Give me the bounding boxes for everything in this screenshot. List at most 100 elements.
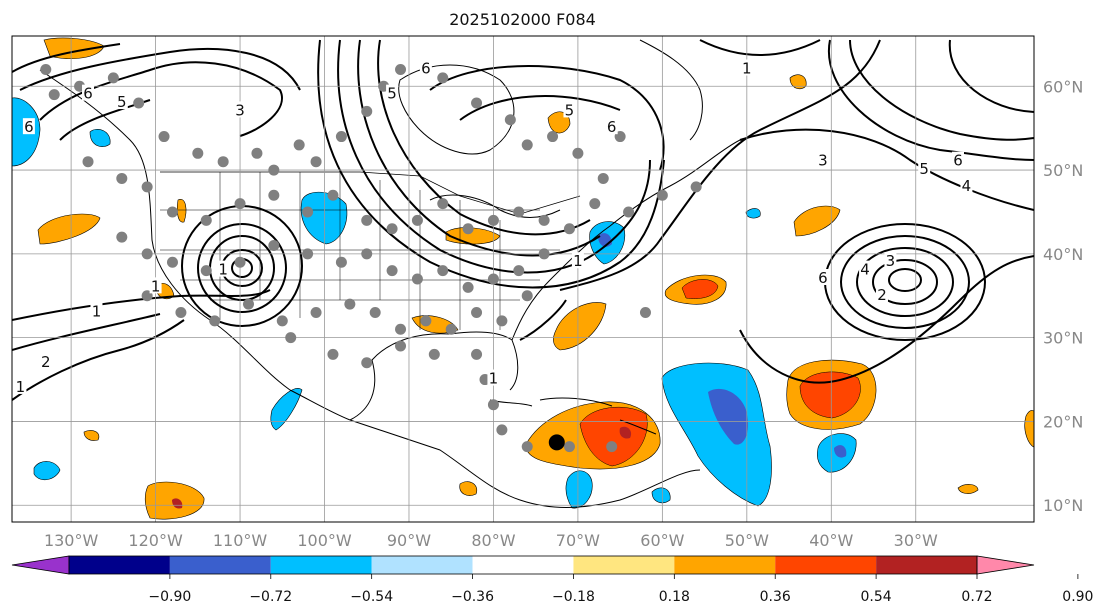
colorbar-extend-low bbox=[11, 555, 70, 575]
station-dot bbox=[192, 147, 204, 159]
station-markers bbox=[40, 64, 702, 453]
colorbar-bin bbox=[270, 556, 372, 574]
station-dot bbox=[175, 307, 187, 319]
anomaly-patch bbox=[651, 487, 671, 504]
contour-label: 1 bbox=[573, 252, 583, 270]
station-dot bbox=[411, 273, 423, 285]
station-dot bbox=[437, 265, 449, 277]
station-dot bbox=[395, 323, 407, 335]
contour-label: 1 bbox=[742, 60, 752, 78]
station-dot bbox=[166, 206, 178, 218]
station-dot bbox=[302, 248, 314, 260]
negative-anomaly-shading bbox=[12, 97, 857, 509]
contour-label: 4 bbox=[962, 177, 972, 195]
station-dot bbox=[487, 273, 499, 285]
contour-label-bg bbox=[884, 252, 897, 269]
station-dot bbox=[437, 72, 449, 84]
station-dot bbox=[361, 105, 373, 117]
station-dot bbox=[513, 206, 525, 218]
contour-label-bg bbox=[816, 269, 829, 285]
contour-label-bg bbox=[217, 260, 230, 277]
contour-line bbox=[699, 39, 821, 56]
colorbar-label: −0.90 bbox=[148, 589, 191, 605]
central-america-coast bbox=[349, 419, 701, 508]
colorbar-label: −0.18 bbox=[552, 589, 595, 605]
station-dot bbox=[276, 315, 288, 327]
coastlines bbox=[39, 39, 741, 508]
station-dot bbox=[361, 248, 373, 260]
contour-line bbox=[337, 39, 651, 274]
longitude-label: 110°W bbox=[213, 531, 268, 550]
station-dot bbox=[428, 348, 440, 360]
contour-label-bg bbox=[487, 369, 500, 386]
contour-label: 1 bbox=[151, 277, 161, 295]
longitude-label: 70°W bbox=[556, 531, 600, 550]
contour-label: 6 bbox=[83, 85, 93, 103]
contour-label: 5 bbox=[565, 101, 575, 119]
colorbar-extend-high bbox=[976, 555, 1035, 575]
map-frame bbox=[11, 35, 1035, 523]
station-dot bbox=[133, 97, 145, 109]
station-dot bbox=[437, 198, 449, 210]
contour-ring bbox=[856, 247, 954, 317]
contour-label: 5 bbox=[117, 93, 127, 111]
contour-label-bg bbox=[918, 160, 931, 177]
station-dot bbox=[572, 147, 584, 159]
contour-label: 4 bbox=[860, 261, 870, 279]
contour-label-bg bbox=[386, 84, 399, 101]
station-dot bbox=[420, 315, 432, 327]
greenland-coast bbox=[639, 39, 703, 141]
anomaly-patch bbox=[176, 199, 187, 223]
contour-label: 6 bbox=[607, 118, 617, 136]
contour-label: 6 bbox=[421, 60, 431, 78]
contour-line bbox=[827, 39, 1034, 161]
contour-label: 5 bbox=[387, 85, 397, 103]
contour-label: 3 bbox=[818, 152, 828, 170]
contour-label: 6 bbox=[24, 118, 34, 136]
contour-ring bbox=[197, 223, 287, 313]
contour-line bbox=[12, 319, 185, 401]
contour-label: 5 bbox=[919, 160, 929, 178]
contour-line bbox=[377, 39, 591, 236]
contour-label-bg bbox=[563, 101, 576, 118]
station-dot bbox=[310, 156, 322, 168]
anomaly-core bbox=[172, 498, 183, 509]
hudson-bay-coast bbox=[398, 64, 515, 155]
station-dot bbox=[209, 315, 221, 327]
station-dot bbox=[361, 357, 373, 369]
contour-label-bg bbox=[571, 252, 584, 269]
station-dot bbox=[521, 139, 533, 151]
station-dot bbox=[251, 147, 263, 159]
contour-line bbox=[948, 39, 1034, 113]
contour-label-bg bbox=[740, 59, 753, 76]
atlantic-coast bbox=[511, 139, 741, 341]
station-dot bbox=[344, 298, 356, 310]
contour-line bbox=[849, 39, 1034, 141]
latitude-label: 30°N bbox=[1043, 329, 1083, 348]
station-dot bbox=[462, 223, 474, 235]
storm-position-marker bbox=[548, 434, 565, 451]
colorbar-bin bbox=[775, 556, 877, 574]
anomaly-patch bbox=[83, 430, 100, 441]
station-dot bbox=[538, 214, 550, 226]
contour-label-bg bbox=[875, 285, 888, 302]
station-dot bbox=[487, 399, 499, 411]
station-dot bbox=[285, 332, 297, 344]
contour-label-bg bbox=[39, 352, 52, 369]
station-dot bbox=[445, 323, 457, 335]
station-dot bbox=[395, 340, 407, 352]
station-dot bbox=[386, 265, 398, 277]
station-dot bbox=[411, 214, 423, 226]
contour-label: 2 bbox=[877, 286, 887, 304]
contour-label: 1 bbox=[92, 303, 102, 321]
latitude-label: 20°N bbox=[1043, 412, 1083, 431]
station-dot bbox=[597, 172, 609, 184]
anomaly-core bbox=[834, 445, 847, 458]
station-dot bbox=[496, 424, 508, 436]
contour-label-bg bbox=[82, 84, 95, 101]
station-dot bbox=[513, 265, 525, 277]
station-dot bbox=[242, 298, 254, 310]
longitude-label: 50°W bbox=[725, 531, 769, 550]
station-dot bbox=[327, 348, 339, 360]
